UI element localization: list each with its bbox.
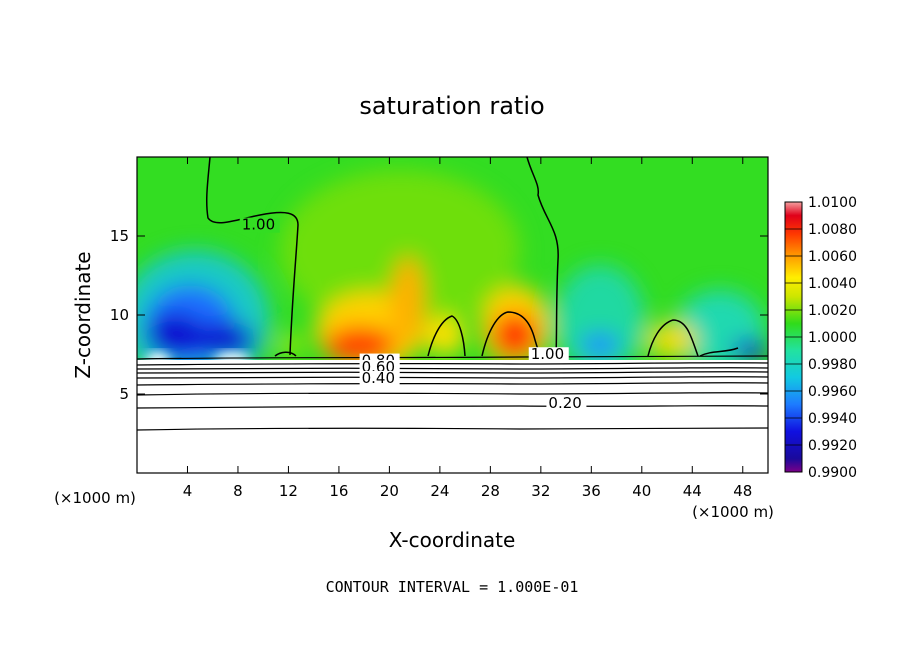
colorbar-tick-label: 1.0020 — [808, 303, 857, 319]
x-tick-label: 36 — [582, 482, 601, 500]
y-axis: 5 10 15 — [110, 227, 768, 403]
colorbar-tick-label: 1.0060 — [808, 249, 857, 265]
x-tick-label: 20 — [380, 482, 399, 500]
isolines — [137, 355, 768, 431]
colorbar-tick-label: 0.9920 — [808, 438, 857, 454]
x-tick-label: 12 — [279, 482, 298, 500]
x-tick-label: 24 — [430, 482, 449, 500]
contour-label-bg — [239, 217, 280, 233]
colorbar-tick-label: 1.0040 — [808, 276, 857, 292]
x-tick-label: 8 — [233, 482, 243, 500]
x-units-left: (×1000 m) — [54, 489, 136, 507]
colorbar-tick-label: 0.9980 — [808, 357, 857, 373]
y-tick-label: 10 — [110, 306, 129, 324]
x-tick-label: 44 — [683, 482, 702, 500]
contour-labels: 1.001.000.800.600.400.20 — [239, 216, 587, 412]
y-tick-label: 5 — [119, 385, 129, 403]
x-tick-label: 48 — [733, 482, 752, 500]
contour-label-bg — [528, 347, 569, 363]
colorbar-tick-label: 0.9940 — [808, 411, 857, 427]
x-tick-label: 32 — [531, 482, 550, 500]
colorbar-tick-label: 1.0100 — [808, 195, 857, 211]
colorbar-tick-label: 1.0000 — [808, 330, 857, 346]
x-units-right: (×1000 m) — [692, 503, 774, 521]
contour-label: 1.00 — [531, 345, 564, 363]
x-tick-label: 28 — [481, 482, 500, 500]
contour-label-bg — [546, 396, 587, 412]
x-tick-label: 40 — [632, 482, 651, 500]
contour-interval-note: CONTOUR INTERVAL = 1.000E-01 — [326, 578, 579, 596]
x-axis-label: X-coordinate — [389, 528, 516, 552]
contour-field — [137, 157, 768, 473]
chart-title: saturation ratio — [359, 92, 544, 120]
x-tick-label: 16 — [329, 482, 348, 500]
contour-label: 0.20 — [548, 394, 581, 412]
x-tick-label: 4 — [183, 482, 193, 500]
colorbar-tick-label: 0.9960 — [808, 384, 857, 400]
y-tick-label: 15 — [110, 227, 129, 245]
colorbar: 1.0100 1.0080 1.0060 1.0040 1.0020 1.0000 0.99… — [784, 195, 857, 481]
y-axis-label: Z-coordinate — [71, 251, 95, 378]
colorbar-tick-label: 1.0080 — [808, 222, 857, 238]
x-axis: 4 8 12 16 20 24 28 32 36 40 44 48 — [183, 157, 752, 500]
contour-label: 1.00 — [242, 216, 275, 234]
colorbar-tick-label: 0.9900 — [808, 465, 857, 481]
contour-label-bg — [359, 370, 400, 386]
contour-label: 0.40 — [362, 369, 395, 387]
